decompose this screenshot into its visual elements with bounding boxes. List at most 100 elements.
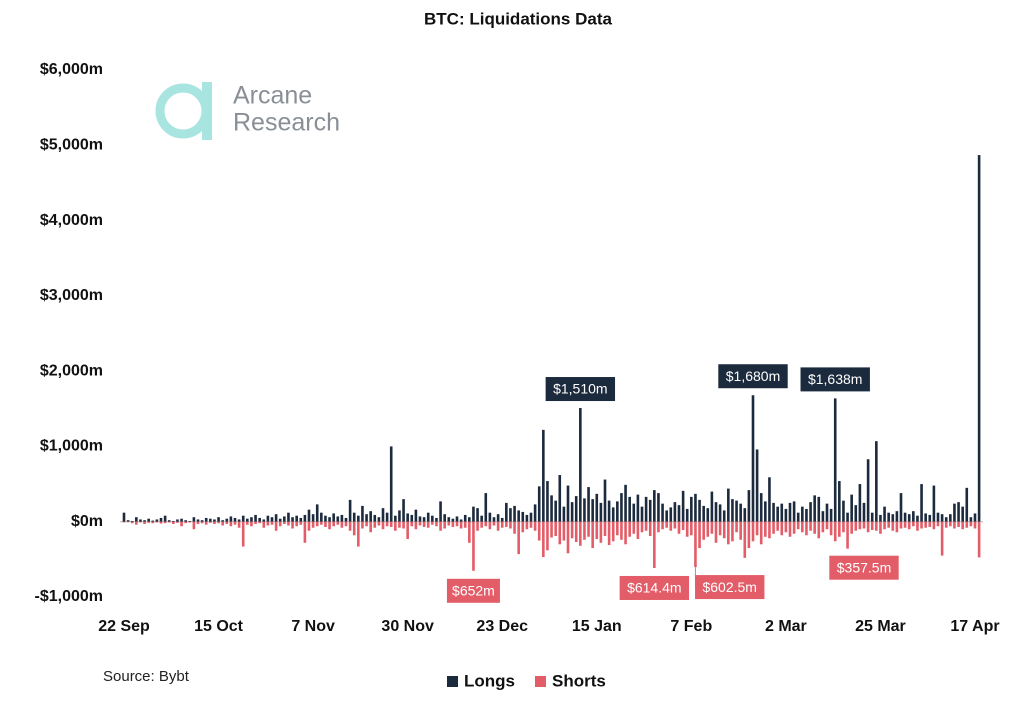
bar <box>599 521 603 543</box>
y-tick-label: $5,000m <box>40 137 103 154</box>
bar <box>550 495 553 522</box>
bar <box>213 521 216 524</box>
bar <box>842 521 845 533</box>
bar <box>155 521 159 523</box>
bar <box>953 521 956 529</box>
bar <box>311 514 315 522</box>
bar <box>698 499 701 522</box>
bar <box>562 521 566 541</box>
bar <box>373 521 377 528</box>
callout-box <box>446 578 500 603</box>
bar <box>718 521 722 536</box>
bar <box>237 519 241 522</box>
bar <box>944 521 948 528</box>
bar <box>233 517 237 522</box>
bar <box>891 514 895 522</box>
bar <box>266 521 270 526</box>
bar <box>476 508 479 522</box>
bar <box>805 508 808 522</box>
bar <box>402 499 405 522</box>
bar <box>394 521 397 531</box>
callout: $357.5m <box>829 555 899 580</box>
bar <box>657 521 660 533</box>
bar <box>340 521 344 528</box>
bar <box>159 517 163 522</box>
bar <box>283 521 286 524</box>
bar <box>628 521 631 537</box>
bar <box>916 521 919 531</box>
bar <box>163 515 167 522</box>
bar <box>488 512 492 522</box>
bar <box>336 521 340 525</box>
bar <box>418 516 422 522</box>
bar <box>706 508 710 522</box>
bar <box>476 521 479 531</box>
bar <box>957 502 960 522</box>
bar <box>821 511 825 522</box>
bar <box>542 521 545 558</box>
bar <box>858 484 862 522</box>
bar <box>710 521 714 534</box>
bar <box>657 493 660 522</box>
bar <box>607 500 611 522</box>
bar <box>426 521 430 528</box>
bar <box>611 507 615 522</box>
bar <box>595 521 599 540</box>
bar <box>969 521 973 527</box>
bar <box>509 521 512 529</box>
bar <box>348 499 352 522</box>
bar <box>628 496 631 522</box>
bar <box>463 521 467 528</box>
bar <box>739 521 742 540</box>
bar <box>801 521 804 533</box>
bar <box>328 521 331 530</box>
bar <box>603 479 607 522</box>
bar <box>406 513 409 522</box>
bar <box>188 520 192 522</box>
y-tick-label: $6,000m <box>40 61 103 78</box>
bar <box>537 521 541 541</box>
bar <box>241 521 245 547</box>
bar <box>611 521 615 542</box>
bar <box>135 517 138 522</box>
callout-box <box>619 575 690 600</box>
bar <box>303 514 307 522</box>
bar <box>644 496 648 522</box>
bar <box>681 490 685 522</box>
bar <box>155 519 159 522</box>
bar <box>328 517 331 522</box>
bar <box>422 517 426 522</box>
bar <box>624 521 627 545</box>
bar <box>176 519 179 522</box>
bar <box>809 502 812 522</box>
bar <box>907 521 911 530</box>
bar <box>135 521 138 525</box>
bar <box>447 517 451 522</box>
bar <box>817 496 821 522</box>
bar <box>262 521 266 528</box>
bar <box>961 521 964 530</box>
bar <box>303 521 307 543</box>
bar <box>743 508 747 522</box>
bar <box>702 505 705 522</box>
bar <box>764 521 767 537</box>
bar <box>587 487 590 522</box>
bar <box>472 506 475 522</box>
bar <box>233 521 237 525</box>
callout: $652m <box>446 578 500 603</box>
bar <box>529 512 533 522</box>
bar <box>702 521 705 540</box>
bar <box>463 514 467 522</box>
bar <box>533 504 537 522</box>
bar <box>410 521 414 527</box>
bar <box>866 459 870 522</box>
bar <box>204 517 208 522</box>
y-tick-label: $2,000m <box>40 362 103 379</box>
bar <box>159 521 163 524</box>
bar <box>747 490 751 522</box>
bar <box>694 493 697 522</box>
bar <box>295 521 298 527</box>
bar <box>574 521 578 543</box>
bar <box>147 518 150 522</box>
legend-label: Longs <box>464 671 515 690</box>
